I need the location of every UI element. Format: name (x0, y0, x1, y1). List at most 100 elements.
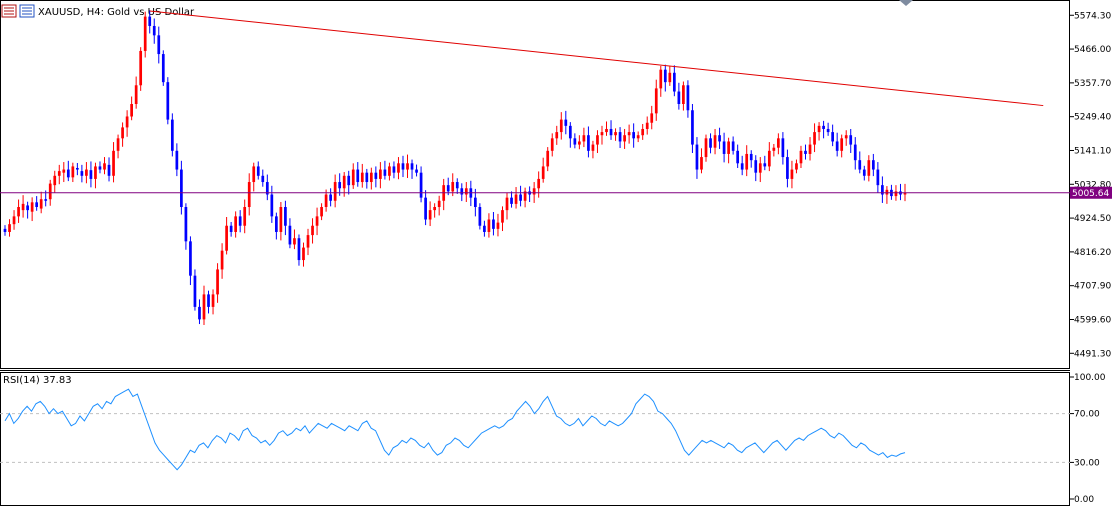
candle-body (161, 54, 165, 83)
candle-body (537, 178, 541, 189)
candle-body (903, 192, 907, 195)
candlestick-series (3, 10, 907, 325)
candle-body (478, 207, 482, 226)
price-tick-label: 5466.00 (1074, 45, 1111, 55)
candle-body (767, 150, 771, 167)
candle-body (677, 91, 681, 105)
candle-body (256, 166, 260, 176)
candle-body (247, 182, 251, 208)
candle-body (134, 85, 138, 105)
candle-body (139, 50, 143, 86)
candle-body (225, 225, 228, 251)
candle-body (591, 144, 595, 151)
candle-body (835, 141, 839, 151)
candle-body (428, 210, 432, 220)
chart-type-icon[interactable] (1, 4, 17, 18)
candle-body (501, 210, 504, 223)
candle-body (745, 153, 749, 170)
candle-body (166, 82, 170, 120)
candle-body (609, 128, 613, 136)
candle-body (777, 138, 780, 148)
chart-header: XAUUSD, H4: Gold vs US Dollar (1, 0, 913, 18)
candle-body (3, 228, 7, 232)
candle-body (722, 141, 726, 154)
price-tick-label: 4491.30 (1074, 349, 1111, 359)
candle-body (632, 132, 635, 139)
candle-body (198, 306, 201, 320)
candle-body (600, 132, 604, 136)
candle-body (808, 144, 812, 154)
candle-body (831, 132, 834, 142)
candle-body (125, 116, 129, 128)
candle-body (170, 119, 174, 151)
candle-body (261, 175, 265, 183)
candle-body (333, 182, 337, 201)
candle-body (415, 169, 418, 173)
candle-body (790, 169, 794, 179)
candle-body (559, 119, 563, 133)
candle-body (193, 275, 197, 307)
price-tick-label: 5032.80 (1074, 180, 1111, 190)
one-click-trading-toggle-icon[interactable] (899, 0, 913, 6)
candle-body (351, 169, 355, 186)
candle-body (623, 135, 626, 142)
candle-body (505, 197, 509, 211)
price-tick-label: 4816.20 (1074, 248, 1111, 258)
candle-body (152, 25, 156, 36)
candle-body (379, 169, 382, 179)
candle-body (80, 171, 84, 176)
candle-body (8, 224, 11, 232)
candle-body (85, 169, 88, 176)
candle-body (641, 128, 645, 136)
candle-body (406, 163, 409, 170)
price-tick-label: 5141.10 (1074, 146, 1111, 156)
candle-body (293, 238, 296, 245)
candle-body (691, 110, 694, 145)
candle-body (858, 160, 862, 170)
candle-body (288, 225, 292, 245)
chart-frame (0, 0, 1070, 506)
rsi-tick-label: 100.00 (1074, 373, 1106, 383)
candle-body (76, 167, 79, 170)
main-panel-border (0, 0, 1070, 369)
trendline[interactable] (149, 10, 1044, 107)
candle-body (587, 135, 590, 151)
candle-body (578, 141, 581, 145)
candle-body (229, 225, 233, 232)
rsi-axis: 100.00 70.00 30.00 0.00 (0, 373, 1106, 505)
candle-body (682, 85, 685, 105)
candle-body (216, 269, 219, 295)
candle-body (686, 85, 690, 111)
candle-body (455, 182, 459, 189)
candle-body (184, 207, 188, 242)
candle-body (419, 172, 423, 198)
candle-body (645, 122, 649, 129)
candle-body (555, 132, 559, 139)
candle-body (817, 125, 821, 133)
candle-body (822, 125, 825, 129)
candle-body (211, 294, 215, 307)
candle-body (410, 163, 414, 170)
candle-body (736, 150, 740, 164)
candle-body (487, 219, 491, 232)
candle-body (867, 160, 871, 176)
candle-body (849, 135, 853, 145)
candle-body (749, 153, 753, 161)
candle-body (275, 216, 278, 232)
candle-body (342, 175, 346, 189)
candle-body (876, 169, 880, 186)
indicator-list-icon[interactable] (19, 4, 35, 18)
candle-body (437, 200, 441, 208)
candle-body (772, 147, 776, 151)
candle-body (433, 207, 437, 211)
candle-body (220, 250, 224, 270)
price-tick-label: 4707.90 (1074, 282, 1111, 292)
candle-body (568, 125, 572, 139)
candle-body (473, 197, 477, 208)
price-axis: 5574.30 5466.00 5357.70 5249.40 5141.10 5032.… (1070, 11, 1111, 359)
candle-body (871, 160, 875, 170)
candle-body (388, 166, 391, 176)
price-tick-label: 5249.40 (1074, 113, 1111, 123)
candle-body (12, 216, 16, 225)
